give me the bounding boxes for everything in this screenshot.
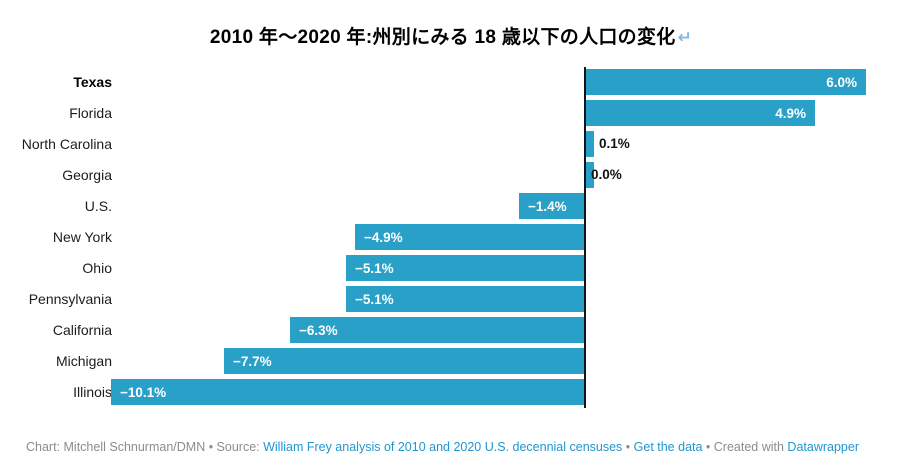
- zero-axis-line: [584, 67, 586, 408]
- bar: [585, 162, 594, 188]
- footer-text: • Source:: [205, 440, 264, 454]
- bar-value-label: 0.0%: [591, 167, 622, 182]
- category-label: Illinois: [73, 384, 112, 400]
- category-label: Georgia: [62, 167, 112, 183]
- chart-title: 2010 年〜2020 年:州別にみる 18 歳以下の人口の変化 ↵: [0, 22, 902, 49]
- bar: −4.9%: [355, 224, 585, 250]
- bar: −6.3%: [290, 317, 585, 343]
- bar-value-label: −5.1%: [355, 260, 394, 276]
- bar-value-label: −7.7%: [233, 353, 272, 369]
- footer-text: Chart: Mitchell Schnurman/DMN: [26, 440, 206, 454]
- bar: −7.7%: [224, 348, 585, 374]
- category-label: New York: [52, 229, 112, 245]
- datawrapper-link[interactable]: Datawrapper: [787, 440, 859, 454]
- bar: −5.1%: [346, 286, 585, 312]
- category-label: Texas: [73, 74, 112, 90]
- bar: −5.1%: [346, 255, 585, 281]
- bar: [585, 131, 594, 157]
- category-label: Ohio: [82, 260, 112, 276]
- category-label: California: [52, 322, 112, 338]
- category-label: Florida: [69, 105, 112, 121]
- bar-value-label: −1.4%: [528, 198, 567, 214]
- plot-area: 6.0% 4.9% 0.1% 0.0% −1.4% −4.9% −5.1% −5.1% −6.3…: [111, 67, 897, 408]
- bar-value-label: 6.0%: [826, 74, 857, 90]
- category-label: Pennsylvania: [28, 291, 112, 307]
- category-labels: Texas Florida North Carolina Georgia U.S. New…: [0, 67, 112, 408]
- bar-value-label: −5.1%: [355, 291, 394, 307]
- source-link[interactable]: William Frey analysis of 2010 and 2020 U…: [263, 440, 623, 454]
- footer-text: • Created with: [702, 440, 788, 454]
- bar: 6.0%: [585, 69, 866, 95]
- return-arrow-icon: ↵: [677, 28, 693, 47]
- bar-chart: Texas Florida North Carolina Georgia U.S. New…: [0, 67, 902, 408]
- bar: 4.9%: [585, 100, 815, 126]
- bar-value-label: −10.1%: [120, 384, 167, 400]
- category-label: U.S.: [84, 198, 112, 214]
- bar-value-label: −4.9%: [364, 229, 403, 245]
- bar: −10.1%: [111, 379, 585, 405]
- bar-value-label: 0.1%: [599, 136, 630, 151]
- footer-text: •: [622, 440, 634, 454]
- bar: −1.4%: [519, 193, 585, 219]
- chart-title-text: 2010 年〜2020 年:州別にみる 18 歳以下の人口の変化: [209, 27, 676, 48]
- category-label: North Carolina: [21, 136, 112, 152]
- footer-attribution: Chart: Mitchell Schnurman/DMN • Source: …: [26, 440, 859, 454]
- bar-value-label: 4.9%: [775, 105, 806, 121]
- bar-value-label: −6.3%: [299, 322, 338, 338]
- category-label: Michigan: [55, 353, 112, 369]
- get-the-data-link[interactable]: Get the data: [633, 440, 703, 454]
